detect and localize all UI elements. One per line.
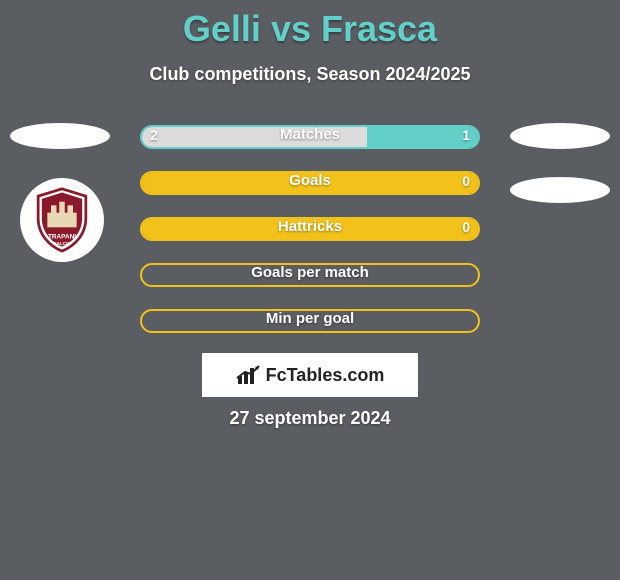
stat-label: Matches: [140, 125, 480, 149]
stat-right-value: 1: [462, 125, 470, 145]
shield-icon: TRAPANI CALCIO: [34, 187, 90, 253]
subtitle: Club competitions, Season 2024/2025: [0, 64, 620, 85]
stat-label: Goals per match: [140, 263, 480, 287]
stat-label: Goals: [140, 171, 480, 195]
logo-text: FcTables.com: [266, 365, 385, 386]
svg-text:TRAPANI: TRAPANI: [48, 233, 76, 240]
left-player-avatar: [10, 123, 110, 149]
stat-label: Min per goal: [140, 309, 480, 333]
right-club-avatar: [510, 177, 610, 203]
stat-row-goals-per-match: Goals per match: [140, 263, 480, 287]
stat-row-matches: 2 Matches 1: [140, 125, 480, 149]
stat-row-min-per-goal: Min per goal: [140, 309, 480, 333]
stat-right-value: 0: [462, 217, 470, 237]
svg-text:CALCIO: CALCIO: [53, 241, 71, 246]
stat-row-goals: Goals 0: [140, 171, 480, 195]
source-logo: FcTables.com: [202, 353, 418, 397]
stat-label: Hattricks: [140, 217, 480, 241]
stat-row-hattricks: Hattricks 0: [140, 217, 480, 241]
bar-chart-icon: [236, 364, 262, 386]
page-title: Gelli vs Frasca: [0, 0, 620, 50]
right-player-avatar: [510, 123, 610, 149]
stat-right-value: 0: [462, 171, 470, 191]
left-club-badge: TRAPANI CALCIO: [20, 178, 104, 262]
date: 27 september 2024: [0, 408, 620, 429]
stats-bars: 2 Matches 1 Goals 0 Hattricks 0 Goals pe…: [140, 125, 480, 355]
